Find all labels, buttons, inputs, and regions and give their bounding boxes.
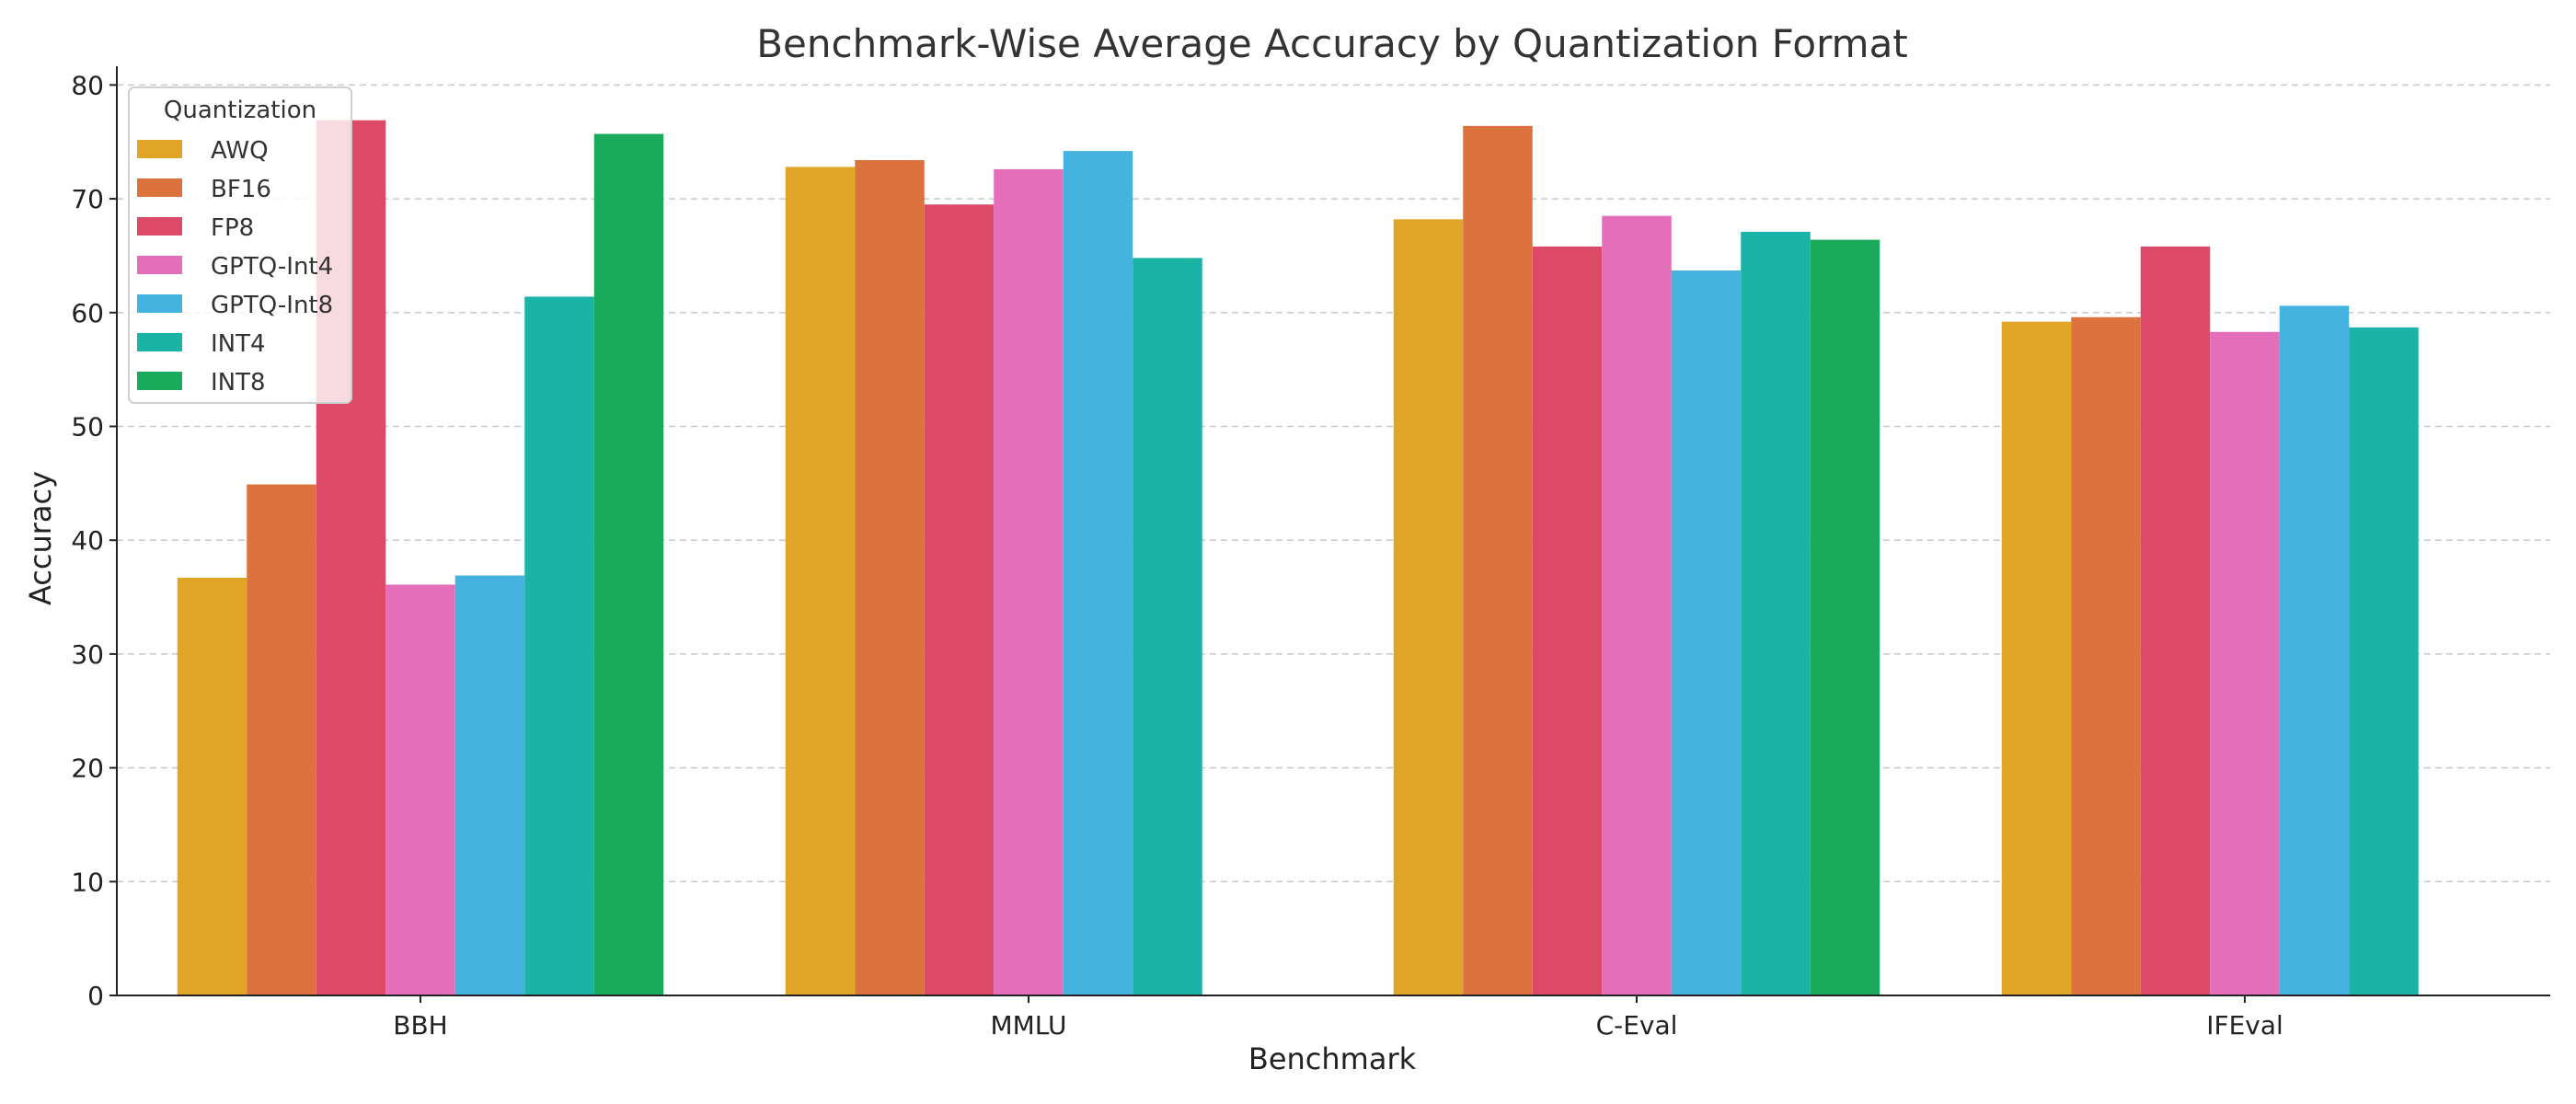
y-tick-label: 80 [71,70,104,100]
y-tick-label: 20 [71,753,104,784]
bar-C-Eval-FP8 [1532,247,1603,995]
legend-label: BF16 [211,176,271,203]
bar-C-Eval-BF16 [1463,125,1533,996]
legend-swatch-FP8 [137,217,182,236]
bar-MMLU-GPTQ-Int4 [994,168,1064,995]
bar-MMLU-BF16 [855,160,925,995]
legend-label: GPTQ-Int8 [211,292,333,319]
y-tick-label: 70 [71,184,104,214]
bar-IFEval-GPTQ-Int4 [2210,331,2280,996]
y-axis-label: Accuracy [23,471,58,605]
bar-C-Eval-INT8 [1810,239,1880,995]
legend-label: INT8 [211,369,266,397]
bar-BBH-GPTQ-Int8 [454,575,525,995]
legend-label: INT4 [211,330,266,358]
bar-BBH-BF16 [247,484,316,995]
bar-BBH-INT8 [593,133,664,995]
y-tick-label: 0 [87,981,104,1011]
x-tick-label: C-Eval [1596,1010,1678,1041]
legend-swatch-INT8 [137,372,182,390]
bar-IFEval-INT4 [2349,327,2419,995]
legend-title: Quantization [164,97,316,124]
legend-swatch-AWQ [137,140,182,158]
bar-MMLU-AWQ [785,167,856,996]
y-tick-label: 60 [71,298,104,328]
y-tick-label: 50 [71,411,104,442]
y-tick-label: 30 [71,639,104,670]
bar-MMLU-INT4 [1133,258,1202,995]
legend-label: GPTQ-Int4 [211,253,333,281]
bar-MMLU-GPTQ-Int8 [1063,151,1133,995]
legend-label: AWQ [211,137,269,165]
bar-MMLU-FP8 [924,204,995,995]
bar-BBH-INT4 [524,296,594,996]
y-tick-label: 40 [71,525,104,556]
x-tick-label: BBH [393,1010,447,1041]
bar-IFEval-BF16 [2071,316,2141,995]
bar-C-Eval-GPTQ-Int8 [1671,270,1742,995]
bar-C-Eval-GPTQ-Int4 [1602,215,1672,995]
bar-IFEval-GPTQ-Int8 [2279,305,2350,995]
x-tick-label: IFEval [2206,1010,2283,1041]
bar-BBH-GPTQ-Int4 [385,584,455,995]
legend-swatch-INT4 [137,333,182,351]
bar-IFEval-FP8 [2140,247,2211,995]
bar-C-Eval-AWQ [1393,219,1464,995]
legend-label: FP8 [211,214,254,242]
bar-IFEval-AWQ [2001,321,2072,995]
legend: Quantization AWQ BF16 FP8 GPTQ-Int4 GPTQ-Int8… [128,86,352,404]
legend-swatch-GPTQ-Int4 [137,256,182,274]
legend-swatch-BF16 [137,178,182,197]
axes: 0 10 20 30 40 50 60 70 80 BBH MMLU C-Eval IFEval [71,66,2550,1041]
bars [177,120,2419,996]
chart-title: Benchmark-Wise Average Accuracy by Quant… [756,21,1908,66]
legend-box [128,86,352,404]
bar-BBH-AWQ [177,578,247,995]
x-tick-label: MMLU [990,1010,1066,1041]
y-tick-label: 10 [71,867,104,897]
bar-C-Eval-INT4 [1741,231,1811,996]
legend-swatch-GPTQ-Int8 [137,294,182,313]
grid-lines [117,84,2550,883]
x-axis-label: Benchmark [1248,1041,1417,1076]
